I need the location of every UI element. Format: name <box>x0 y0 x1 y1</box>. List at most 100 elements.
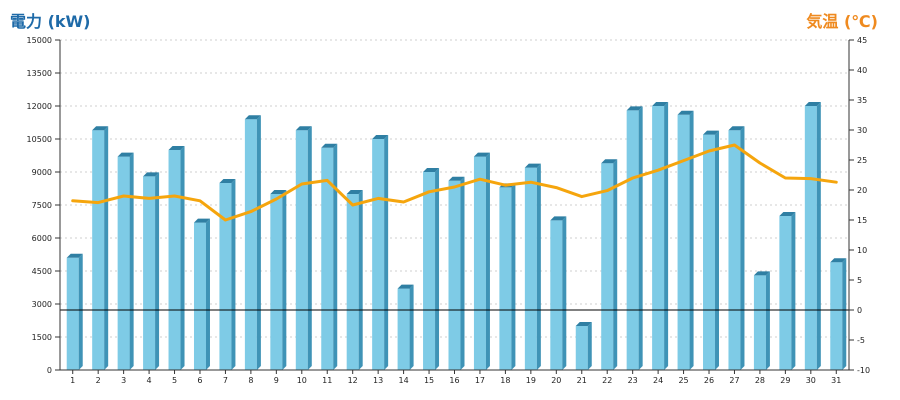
x-tick-label: 29 <box>780 376 790 385</box>
bar-top <box>830 258 847 263</box>
bar-side <box>638 106 643 371</box>
bar-side <box>816 102 821 370</box>
x-tick-label: 10 <box>297 376 307 385</box>
bar-front <box>779 216 792 370</box>
x-tick-label: 12 <box>348 376 358 385</box>
bar-front <box>168 150 181 370</box>
bar-side <box>536 163 541 370</box>
left-tick-label: 7500 <box>32 201 52 210</box>
right-tick-label: 15 <box>857 216 867 225</box>
bar-side <box>78 253 83 370</box>
x-tick-label: 31 <box>831 376 841 385</box>
power-bars <box>66 102 847 371</box>
right-tick-label: -5 <box>857 336 865 345</box>
x-tick-label: 6 <box>197 376 202 385</box>
bar-side <box>155 172 160 370</box>
bar <box>473 152 490 370</box>
x-tick-label: 23 <box>628 376 638 385</box>
bar-side <box>256 115 261 370</box>
bar-top <box>728 126 745 131</box>
bar-front <box>626 110 639 371</box>
bar-side <box>613 159 618 370</box>
bar-front <box>753 275 766 370</box>
bar-top <box>219 179 236 183</box>
x-tick-label: 8 <box>248 376 253 385</box>
right-tick-label: 5 <box>857 276 862 285</box>
bar-top <box>270 190 287 194</box>
bar <box>830 258 847 370</box>
x-tick-label: 1 <box>70 376 75 385</box>
bar-front <box>117 156 130 370</box>
right-tick-label: 35 <box>857 96 867 105</box>
x-tick-label: 16 <box>449 376 459 385</box>
bar-front <box>575 326 588 370</box>
x-tick-label: 24 <box>653 376 663 385</box>
bar-side <box>333 143 338 370</box>
bar <box>168 146 185 370</box>
bar-front <box>346 194 359 370</box>
bar-side <box>715 130 720 370</box>
left-tick-label: 9000 <box>32 168 52 177</box>
x-tick-label: 21 <box>577 376 587 385</box>
bar-top <box>295 126 312 131</box>
bar-front <box>550 220 563 370</box>
right-tick-label: 30 <box>857 126 867 135</box>
bar <box>575 322 592 370</box>
temperature-line <box>71 143 838 222</box>
bar-top <box>397 284 414 289</box>
bar <box>779 212 796 370</box>
bar-front <box>652 106 665 370</box>
right-tick-label: 25 <box>857 156 867 165</box>
x-tick-label: 4 <box>147 376 152 385</box>
left-tick-label: 12000 <box>27 102 52 111</box>
bar-top <box>193 218 210 223</box>
bar <box>244 115 261 370</box>
axes <box>59 40 850 371</box>
bar-side <box>587 322 592 370</box>
left-tick-label: 3000 <box>32 300 52 309</box>
gridlines <box>60 39 849 338</box>
x-tick-label: 13 <box>373 376 383 385</box>
bar-side <box>409 284 414 370</box>
bar-front <box>397 288 410 370</box>
bar-side <box>435 168 440 370</box>
bar-top <box>804 102 821 106</box>
bar <box>652 102 669 370</box>
bar-top <box>423 168 440 172</box>
bar-top <box>575 322 592 326</box>
bar-top <box>66 253 83 258</box>
bar-side <box>511 183 516 370</box>
x-tick-label: 7 <box>223 376 228 385</box>
x-axis-ticks: 1 2 3 4 5 6 7 8 9 10 11 12 13 14 15 16 17 18 19 20 21 22 23 24 2… <box>70 370 841 385</box>
bar-front <box>295 130 308 370</box>
bar-side <box>307 126 312 370</box>
bar-side <box>282 190 287 370</box>
bar <box>295 126 312 370</box>
bar-top <box>346 190 363 194</box>
bar-top <box>524 163 541 168</box>
temperature-series <box>71 143 838 222</box>
bar-front <box>244 119 257 370</box>
bar-front <box>270 194 283 370</box>
bar-side <box>231 179 236 370</box>
bar-top <box>448 176 465 181</box>
x-tick-label: 19 <box>526 376 536 385</box>
bar-top <box>779 212 796 216</box>
bar <box>550 216 567 370</box>
bar <box>219 179 236 370</box>
bar <box>270 190 287 370</box>
bar <box>397 284 414 370</box>
bar-front <box>677 114 690 370</box>
bar-top <box>372 135 389 139</box>
x-tick-label: 22 <box>602 376 612 385</box>
bar-front <box>703 134 716 370</box>
bar <box>499 183 516 370</box>
bar-side <box>791 212 796 370</box>
bar-top <box>677 110 694 115</box>
left-tick-label: 6000 <box>32 234 52 243</box>
bar-front <box>219 183 232 370</box>
bar-side <box>842 258 847 370</box>
bar-top <box>753 271 770 276</box>
left-axis-ticks: 0 1500 3000 4500 6000 7500 9000 10500 12000 13500… <box>27 36 60 375</box>
